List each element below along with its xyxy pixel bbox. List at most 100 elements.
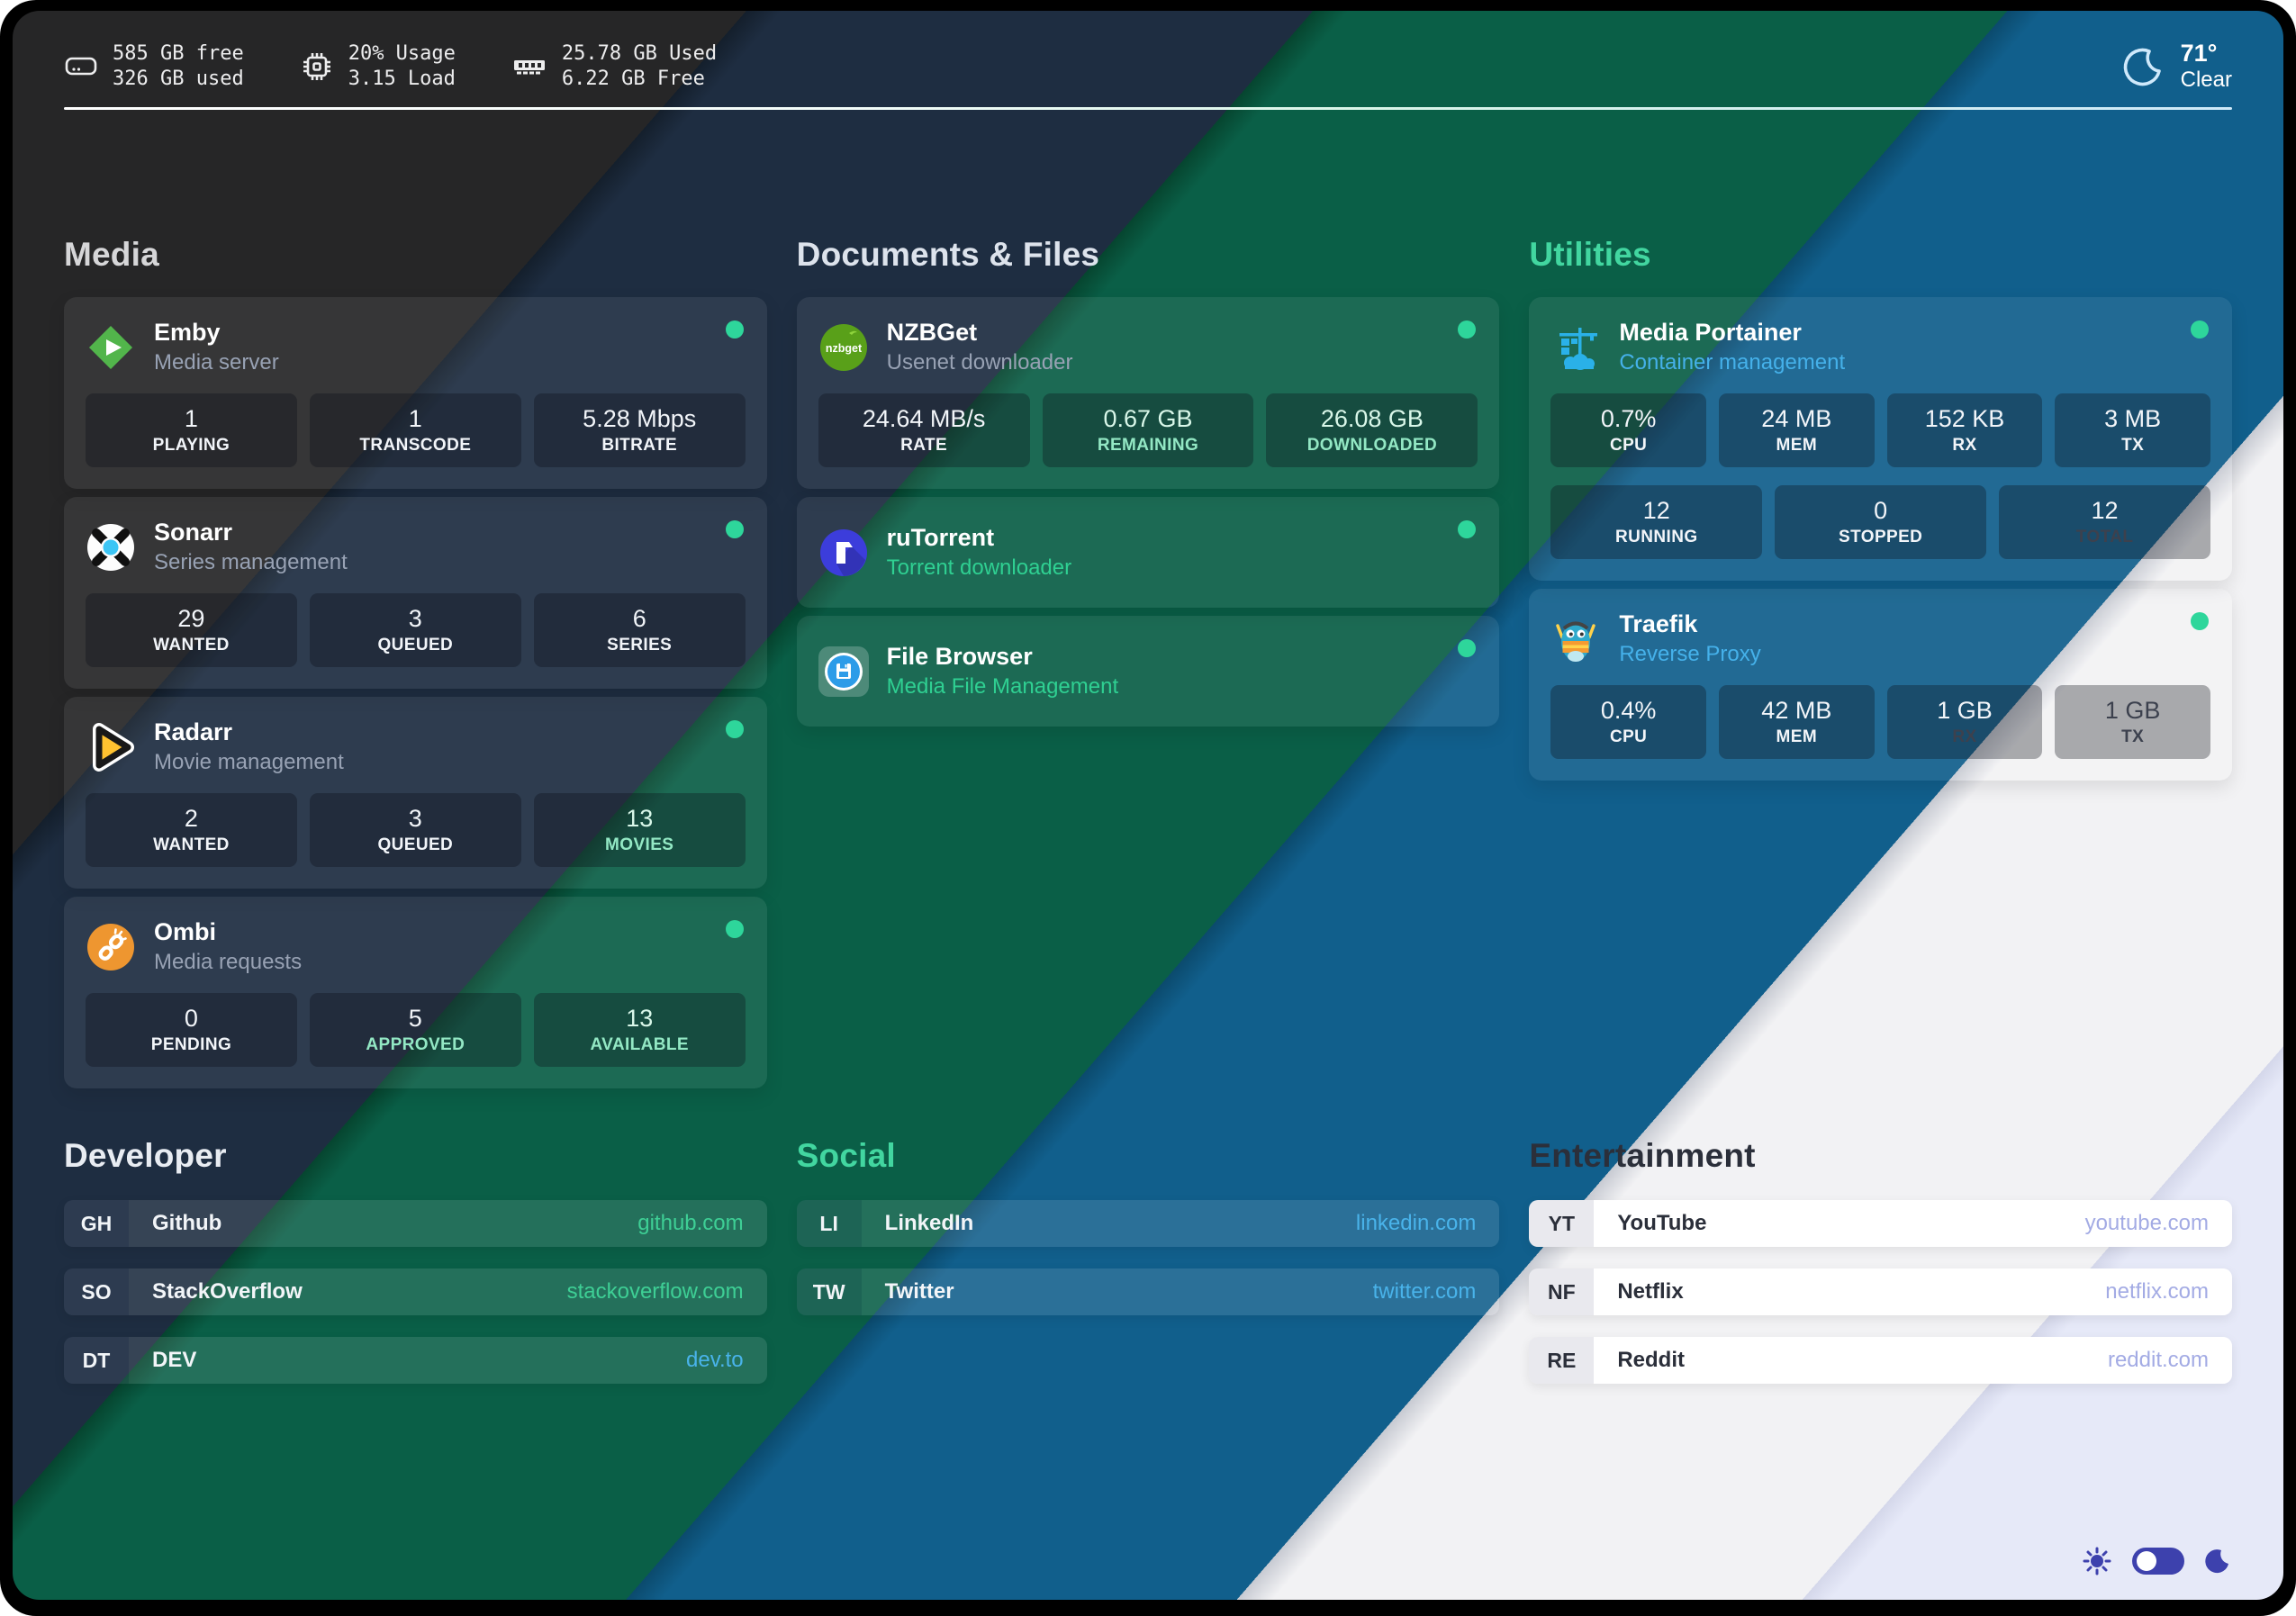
stat-pill: 0.4% CPU bbox=[1550, 685, 1706, 759]
service-subtitle: Container management bbox=[1619, 350, 1846, 375]
service-title: Radarr bbox=[154, 718, 233, 745]
service-subtitle: Reverse Proxy bbox=[1619, 642, 1761, 666]
bookmark-netflix[interactable]: NF Netflix netflix.com bbox=[1529, 1268, 2232, 1315]
stat-pill: 6 SERIES bbox=[533, 593, 746, 667]
bookmark-url: netflix.com bbox=[2105, 1279, 2209, 1304]
stat-pill: 3 QUEUED bbox=[309, 793, 521, 867]
stat-pill: 13 AVAILABLE bbox=[533, 993, 746, 1067]
svg-text:nzbget: nzbget bbox=[826, 342, 863, 355]
service-title: ruTorrent bbox=[886, 524, 995, 551]
service-card-portainer[interactable]: Media Portainer Container management 0.7… bbox=[1529, 297, 2232, 581]
bookmark-abbr: YT bbox=[1529, 1200, 1595, 1247]
stat-pill: 0.67 GB REMAINING bbox=[1042, 393, 1254, 467]
bookmark-url: dev.to bbox=[686, 1348, 744, 1372]
stat-pill: 5.28 Mbps BITRATE bbox=[533, 393, 746, 467]
bookmark-stackoverflow[interactable]: SO StackOverflow stackoverflow.com bbox=[64, 1268, 767, 1315]
nzbget-icon: nzbget bbox=[819, 323, 867, 371]
stat-pill: 5 APPROVED bbox=[309, 993, 521, 1067]
ram-free-value: 6.22 GB Free bbox=[561, 67, 705, 90]
traefik-icon bbox=[1556, 621, 1596, 662]
service-card-nzbget[interactable]: nzbget NZBGet Usenet downloader 24.64 MB… bbox=[796, 297, 1500, 489]
documents-section-title: Documents & Files bbox=[796, 236, 1100, 273]
rutorrent-icon bbox=[819, 528, 867, 576]
bookmark-name: YouTube bbox=[1617, 1211, 1707, 1235]
disk-usage-stat: 585 GB free 326 GB used bbox=[64, 41, 244, 92]
emby-icon bbox=[88, 325, 133, 369]
service-card-emby[interactable]: Emby Media server 1 PLAYING 1 TRANSCODE 5.… bbox=[64, 297, 767, 489]
media-section-title: Media bbox=[64, 236, 159, 273]
bookmark-abbr: RE bbox=[1529, 1337, 1595, 1384]
service-title: Emby bbox=[154, 319, 221, 346]
status-online-dot bbox=[2191, 320, 2209, 339]
bookmark-url: youtube.com bbox=[2084, 1211, 2209, 1235]
bookmark-github[interactable]: GH Github github.com bbox=[64, 1200, 767, 1247]
documents-column: Documents & Files nzbget NZBGet Usenet d… bbox=[796, 236, 1500, 1088]
bookmark-abbr: TW bbox=[796, 1268, 862, 1315]
bookmark-linkedin[interactable]: LI LinkedIn linkedin.com bbox=[796, 1200, 1500, 1247]
status-bar: 585 GB free 326 GB used 20% Usage 3.15 L… bbox=[64, 40, 2232, 93]
developer-group: Developer GH Github github.com SO StackO… bbox=[64, 1137, 767, 1405]
stat-pill: 1 GB TX bbox=[2055, 685, 2210, 759]
cpu-usage-value: 20% Usage bbox=[348, 41, 456, 65]
status-online-dot bbox=[1458, 639, 1477, 657]
service-card-filebrowser[interactable]: File Browser Media File Management bbox=[796, 616, 1500, 727]
service-title: NZBGet bbox=[886, 319, 978, 346]
social-section-title: Social bbox=[796, 1137, 896, 1174]
moon-icon bbox=[2205, 1549, 2228, 1574]
bookmark-abbr: DT bbox=[64, 1337, 129, 1384]
stat-pill: 26.08 GB DOWNLOADED bbox=[1266, 393, 1478, 467]
theme-switch[interactable] bbox=[2132, 1548, 2184, 1575]
service-card-sonarr[interactable]: Sonarr Series management 29 WANTED 3 QUEUE… bbox=[64, 497, 767, 689]
cpu-icon bbox=[303, 52, 330, 80]
cpu-load-value: 3.15 Load bbox=[348, 67, 456, 90]
service-card-traefik[interactable]: Traefik Reverse Proxy 0.4% CPU 42 MB MEM 1… bbox=[1529, 589, 2232, 781]
bookmark-dev[interactable]: DT DEV dev.to bbox=[64, 1337, 767, 1384]
status-online-dot bbox=[2191, 612, 2209, 630]
stat-pill: 3 MB TX bbox=[2055, 393, 2210, 467]
bookmark-url: stackoverflow.com bbox=[566, 1279, 744, 1304]
theme-switch-knob bbox=[2137, 1551, 2156, 1571]
ram-used-value: 25.78 GB Used bbox=[561, 41, 718, 65]
service-title: File Browser bbox=[886, 643, 1033, 670]
service-subtitle: Media server bbox=[154, 350, 279, 375]
ram-icon bbox=[513, 59, 545, 74]
stat-pill: 12 RUNNING bbox=[1550, 485, 1763, 559]
service-title: Ombi bbox=[154, 918, 217, 945]
service-card-rutorrent[interactable]: ruTorrent Torrent downloader bbox=[796, 497, 1500, 608]
weather-temperature: 71° bbox=[2180, 40, 2218, 67]
sonarr-icon bbox=[87, 523, 134, 571]
weather-widget: 71° Clear bbox=[2120, 40, 2232, 93]
service-subtitle: Movie management bbox=[154, 750, 344, 774]
disk-free-value: 585 GB free bbox=[113, 41, 244, 65]
bookmarks-grid: Developer GH Github github.com SO StackO… bbox=[64, 1137, 2232, 1405]
services-grid: Media Emby Media server 1 PLAYING 1 TRANSC… bbox=[64, 236, 2232, 1088]
stat-pill: 0 PENDING bbox=[86, 993, 297, 1067]
stat-pill: 13 MOVIES bbox=[533, 793, 746, 867]
filebrowser-icon bbox=[818, 645, 869, 697]
service-title: Media Portainer bbox=[1619, 319, 1802, 346]
status-online-dot bbox=[725, 720, 744, 738]
weather-condition: Clear bbox=[2180, 68, 2232, 92]
bookmark-abbr: LI bbox=[796, 1200, 862, 1247]
theme-toggle bbox=[2082, 1546, 2231, 1576]
service-card-ombi[interactable]: Ombi Media requests 0 PENDING 5 APPROVED 1… bbox=[64, 897, 767, 1088]
stat-pill: 152 KB RX bbox=[1886, 393, 2043, 467]
stat-pill: 24 MB MEM bbox=[1718, 393, 1875, 467]
stat-pill: 0.7% CPU bbox=[1550, 393, 1706, 467]
stat-pill: 1 TRANSCODE bbox=[309, 393, 521, 467]
stat-pill: 24.64 MB/s RATE bbox=[818, 393, 1030, 467]
bookmark-twitter[interactable]: TW Twitter twitter.com bbox=[796, 1268, 1500, 1315]
service-card-radarr[interactable]: Radarr Movie management 2 WANTED 3 QUEUED … bbox=[64, 697, 767, 889]
header-divider bbox=[64, 107, 2232, 110]
bookmark-name: Reddit bbox=[1617, 1348, 1685, 1372]
ram-usage-stat: 25.78 GB Used 6.22 GB Free bbox=[511, 41, 717, 92]
portainer-icon bbox=[1559, 327, 1598, 370]
social-group: Social LI LinkedIn linkedin.com TW Twitt… bbox=[796, 1137, 1500, 1405]
utilities-column: Utilities Media Portainer Container bbox=[1529, 236, 2232, 1088]
bookmark-url: twitter.com bbox=[1372, 1279, 1477, 1304]
bookmark-youtube[interactable]: YT YouTube youtube.com bbox=[1529, 1200, 2232, 1247]
service-subtitle: Series management bbox=[154, 550, 348, 574]
disk-used-value: 326 GB used bbox=[113, 67, 244, 90]
bookmark-reddit[interactable]: RE Reddit reddit.com bbox=[1529, 1337, 2232, 1384]
